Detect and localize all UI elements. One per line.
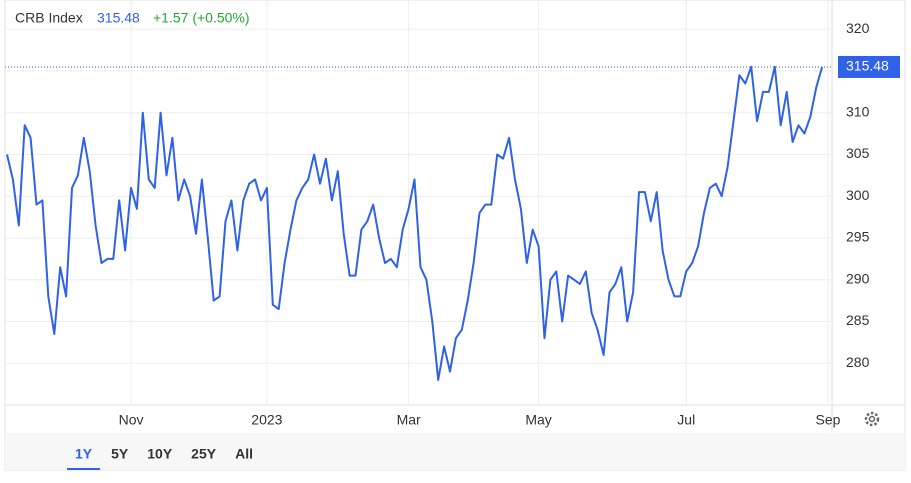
y-tick-label: 300 [846, 187, 870, 203]
x-tick-label: Nov [119, 412, 144, 428]
y-tick-label: 320 [846, 20, 870, 36]
header-price: 315.48 [97, 10, 140, 26]
x-tick-label: May [525, 412, 551, 428]
settings-icon[interactable] [864, 411, 880, 427]
last-price-label: 315.48 [846, 58, 889, 74]
y-tick-label: 290 [846, 270, 870, 286]
range-button[interactable]: 1Y [75, 446, 93, 462]
title: CRB Index [15, 10, 83, 26]
range-button[interactable]: 10Y [147, 446, 173, 462]
range-bar [5, 433, 905, 470]
range-button[interactable]: All [235, 446, 253, 462]
x-tick-label: Mar [397, 412, 421, 428]
price-line [6, 65, 824, 381]
range-button[interactable]: 5Y [111, 446, 129, 462]
y-tick-label: 285 [846, 312, 870, 328]
x-tick-label: Sep [816, 412, 841, 428]
x-tick-label: 2023 [251, 412, 282, 428]
range-button[interactable]: 25Y [191, 446, 217, 462]
frame [4, 0, 906, 471]
y-tick-label: 305 [846, 145, 870, 161]
x-tick-label: Jul [677, 412, 695, 428]
header-change: +1.57 (+0.50%) [153, 10, 250, 26]
last-price-box [838, 55, 900, 78]
y-tick-label: 280 [846, 354, 870, 370]
y-tick-label: 310 [846, 103, 870, 119]
y-tick-label: 295 [846, 229, 870, 245]
plot [5, 0, 832, 405]
